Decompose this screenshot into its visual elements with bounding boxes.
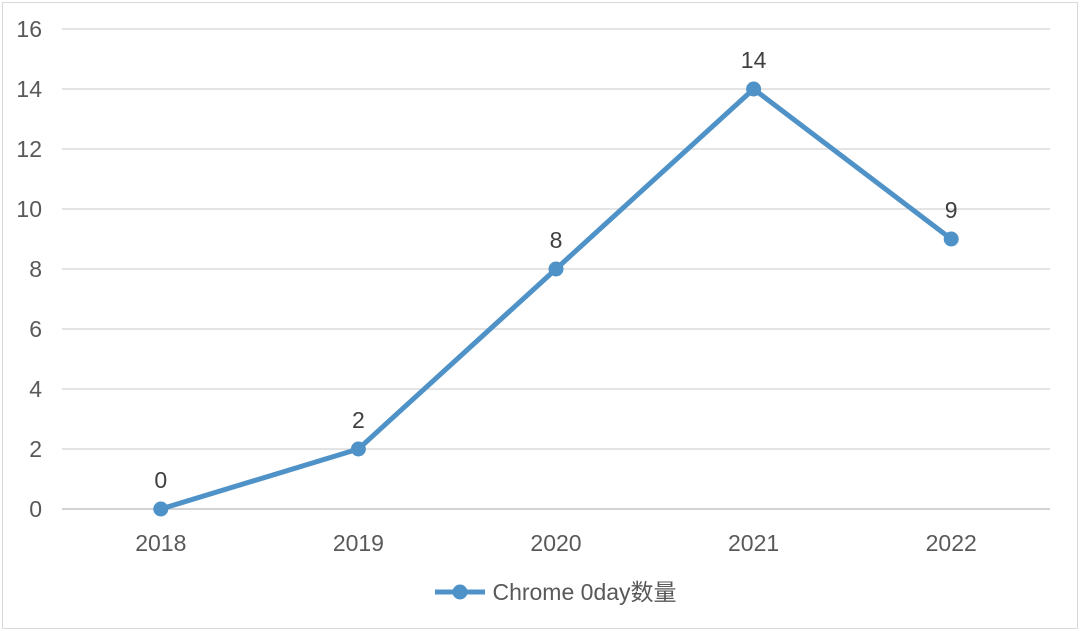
x-axis-tick-label: 2018 [135, 530, 186, 556]
x-axis-tick-label: 2021 [728, 530, 779, 556]
y-axis-tick-label: 8 [29, 256, 42, 282]
y-axis-tick-label: 12 [16, 136, 42, 162]
data-label: 14 [741, 47, 767, 73]
data-point-marker [350, 441, 366, 457]
y-axis-tick-label: 4 [29, 376, 42, 402]
legend-label: Chrome 0day数量 [492, 579, 677, 605]
x-axis-tick-label: 2020 [530, 530, 581, 556]
y-axis-tick-label: 6 [29, 316, 42, 342]
data-point-marker [746, 81, 762, 97]
x-axis-tick-label: 2019 [333, 530, 384, 556]
data-point-marker [548, 261, 564, 277]
data-label: 8 [550, 227, 563, 253]
series-line [158, 86, 954, 512]
data-label: 2 [352, 407, 365, 433]
data-label: 0 [154, 467, 167, 493]
y-axis-tick-label: 10 [16, 196, 42, 222]
data-point-marker [943, 231, 959, 247]
legend: Chrome 0day数量 [62, 576, 1050, 608]
data-point-marker [153, 501, 169, 517]
data-label: 9 [945, 197, 958, 223]
y-axis-tick-label: 0 [29, 496, 42, 522]
y-axis-tick-label: 16 [16, 16, 42, 42]
y-axis-tick-label: 14 [16, 76, 42, 102]
legend-line-marker-icon [435, 584, 486, 600]
x-axis-tick-label: 2022 [926, 530, 977, 556]
y-axis-tick-label: 2 [29, 436, 42, 462]
